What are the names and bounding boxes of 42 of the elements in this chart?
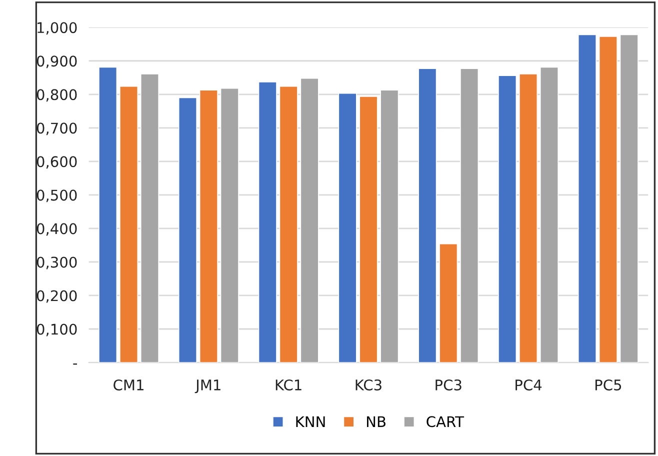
x-tick-label: JM1 <box>194 380 220 394</box>
legend-label: KNN <box>296 416 325 427</box>
y-tick-label: 0,500 <box>36 190 77 202</box>
bar <box>598 36 618 363</box>
bar <box>220 88 239 363</box>
bar <box>199 90 218 363</box>
y-tick-label: 0,400 <box>36 223 77 236</box>
bar <box>279 86 298 363</box>
x-tick-label: CM1 <box>114 379 144 390</box>
x-tick-label: PC5 <box>595 379 622 390</box>
y-tick-label: 0,200 <box>36 290 77 303</box>
y-tick-label: 0,700 <box>36 122 77 136</box>
bar <box>178 97 198 363</box>
bar <box>540 66 559 363</box>
bar <box>498 75 517 363</box>
bar <box>620 34 638 363</box>
y-tick-label: - <box>73 363 78 365</box>
bar <box>140 74 160 363</box>
x-tick-label: PC3 <box>436 379 462 390</box>
y-tick-label: 0,600 <box>36 156 77 169</box>
x-tick-label: KC3 <box>356 379 382 390</box>
y-tick-label: 0,100 <box>36 324 77 336</box>
y-tick-label: 0,800 <box>36 89 77 102</box>
bar <box>258 82 277 363</box>
bar <box>338 92 357 363</box>
bar <box>380 90 399 363</box>
y-tick-label: 1,000 <box>38 22 77 35</box>
bar <box>439 243 458 363</box>
y-tick-label: 0,300 <box>36 256 77 270</box>
bar <box>119 86 138 363</box>
bar <box>98 66 118 363</box>
bar <box>518 74 538 363</box>
x-tick-label: PC4 <box>516 379 542 390</box>
x-tick-label: KC1 <box>276 379 302 390</box>
bar <box>460 68 479 363</box>
bar <box>300 78 319 363</box>
bar <box>359 96 378 363</box>
bar <box>418 68 437 363</box>
legend-label: NB <box>367 416 386 427</box>
bar <box>578 34 597 363</box>
legend-label: CART <box>426 416 464 428</box>
y-tick-label: 0,900 <box>36 56 77 68</box>
